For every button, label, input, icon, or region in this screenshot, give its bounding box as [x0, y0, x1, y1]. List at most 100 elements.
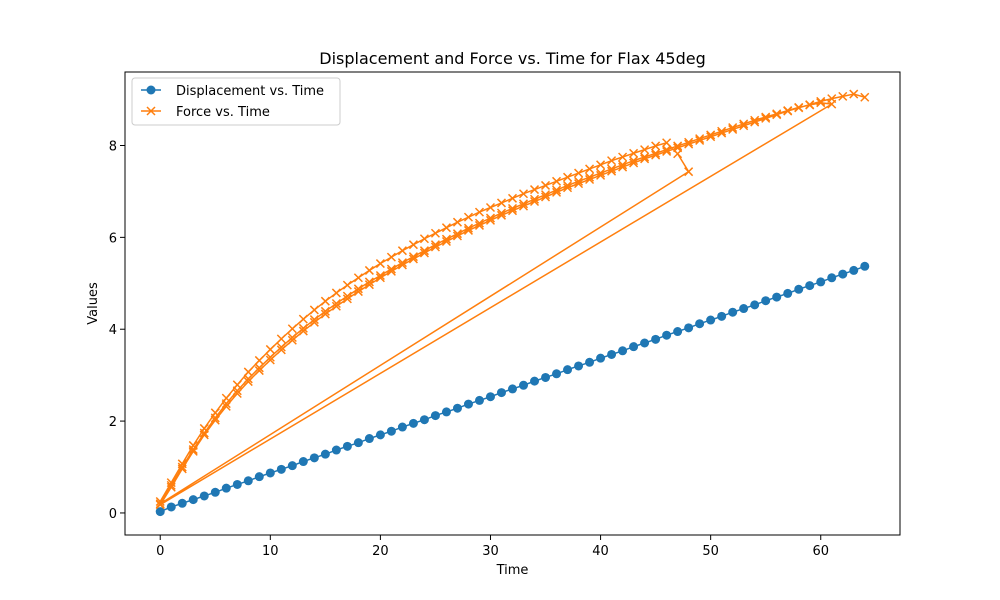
data-point-force: [342, 280, 352, 290]
data-point-displacement: [463, 399, 473, 409]
data-point-force: [496, 208, 507, 218]
data-point-displacement: [860, 261, 870, 271]
x-tick-label: 60: [812, 544, 829, 559]
data-point-force: [574, 179, 584, 189]
data-point-force: [254, 366, 264, 376]
x-tick-label: 40: [592, 544, 609, 559]
axes-frame: [124, 71, 901, 536]
y-tick-label: 8: [109, 139, 117, 154]
y-tick-label: 4: [109, 323, 117, 338]
data-point-force: [342, 291, 352, 301]
data-point-force: [276, 334, 286, 344]
data-point-force: [364, 265, 374, 275]
data-point-displacement: [563, 365, 573, 375]
data-point-force: [276, 342, 286, 352]
data-point-force: [309, 315, 319, 325]
data-point-displacement: [783, 288, 793, 298]
data-point-displacement: [474, 395, 484, 405]
data-point-force: [585, 174, 595, 185]
x-tick-label: 30: [482, 544, 499, 559]
data-point-force: [827, 94, 837, 104]
data-point-force: [673, 141, 683, 151]
data-point-force: [386, 252, 396, 262]
data-point-force: [695, 134, 705, 144]
data-point-force: [640, 152, 650, 162]
data-point-force: [673, 143, 683, 153]
data-point-force: [496, 210, 507, 220]
x-tick-label: 0: [156, 544, 164, 559]
data-point-displacement: [706, 315, 716, 325]
data-point-force: [298, 326, 308, 336]
data-point-force: [761, 112, 771, 122]
data-point-force: [155, 500, 165, 510]
data-point-force: [298, 323, 308, 333]
data-point-displacement: [541, 372, 551, 382]
data-point-force: [364, 280, 374, 290]
legend-label-displacement: Displacement vs. Time: [176, 84, 324, 99]
data-point-force: [684, 137, 694, 147]
data-point-force: [452, 217, 462, 227]
data-point-force: [397, 260, 407, 270]
data-point-displacement: [199, 491, 209, 501]
data-point-force: [408, 254, 418, 264]
data-point-force: [353, 284, 363, 294]
data-point-force: [276, 345, 286, 355]
data-point-force: [629, 156, 639, 166]
data-point-force: [397, 246, 407, 256]
data-point-displacement: [177, 498, 187, 508]
data-point-force: [342, 294, 352, 304]
data-point-force: [485, 215, 496, 225]
data-point-force: [309, 317, 319, 327]
data-point-force: [849, 89, 859, 99]
data-point-force: [419, 234, 429, 244]
x-tick-label: 20: [372, 544, 389, 559]
data-point-force: [518, 199, 529, 209]
data-point-force: [706, 130, 716, 140]
data-point-force: [739, 119, 749, 129]
data-point-force: [177, 464, 187, 474]
data-point-force: [188, 445, 198, 455]
data-point-force: [375, 273, 385, 283]
data-point-force: [265, 352, 275, 362]
data-point-force: [353, 273, 363, 283]
data-point-displacement: [276, 464, 286, 474]
data-point-displacement: [629, 342, 639, 352]
data-point-force: [254, 363, 264, 373]
data-point-displacement: [805, 281, 815, 291]
data-point-displacement: [695, 319, 705, 329]
data-point-force: [618, 162, 628, 172]
data-point-displacement: [816, 277, 826, 287]
data-point-force: [563, 183, 573, 193]
data-point-displacement: [673, 327, 683, 337]
data-point-force: [298, 314, 308, 324]
data-point-force: [221, 401, 231, 411]
data-point-displacement: [849, 265, 859, 275]
data-point-force: [320, 296, 330, 306]
data-point-force: [232, 388, 242, 399]
data-point-displacement: [166, 502, 176, 512]
data-point-force: [618, 152, 628, 162]
y-tick-label: 2: [109, 415, 117, 430]
chart-title: Displacement and Force vs. Time for Flax…: [319, 49, 705, 68]
data-point-displacement: [188, 495, 198, 505]
data-point-displacement: [452, 403, 462, 413]
data-point-displacement: [386, 426, 396, 436]
data-point-force: [397, 258, 407, 268]
data-point-force: [353, 287, 363, 297]
data-point-force: [331, 301, 341, 311]
data-point-force: [199, 428, 209, 438]
data-point-force: [574, 176, 584, 186]
data-point-force: [684, 167, 694, 177]
legend-label-force: Force vs. Time: [176, 105, 270, 120]
data-point-force: [794, 103, 804, 113]
data-point-force: [684, 139, 694, 149]
data-point-displacement: [750, 300, 760, 310]
data-point-force: [419, 246, 429, 256]
data-point-force: [430, 228, 440, 238]
data-point-force: [518, 201, 529, 211]
data-point-force: [166, 482, 176, 492]
data-point-force: [452, 229, 462, 239]
data-point-displacement: [761, 296, 771, 306]
data-point-force: [662, 138, 672, 148]
